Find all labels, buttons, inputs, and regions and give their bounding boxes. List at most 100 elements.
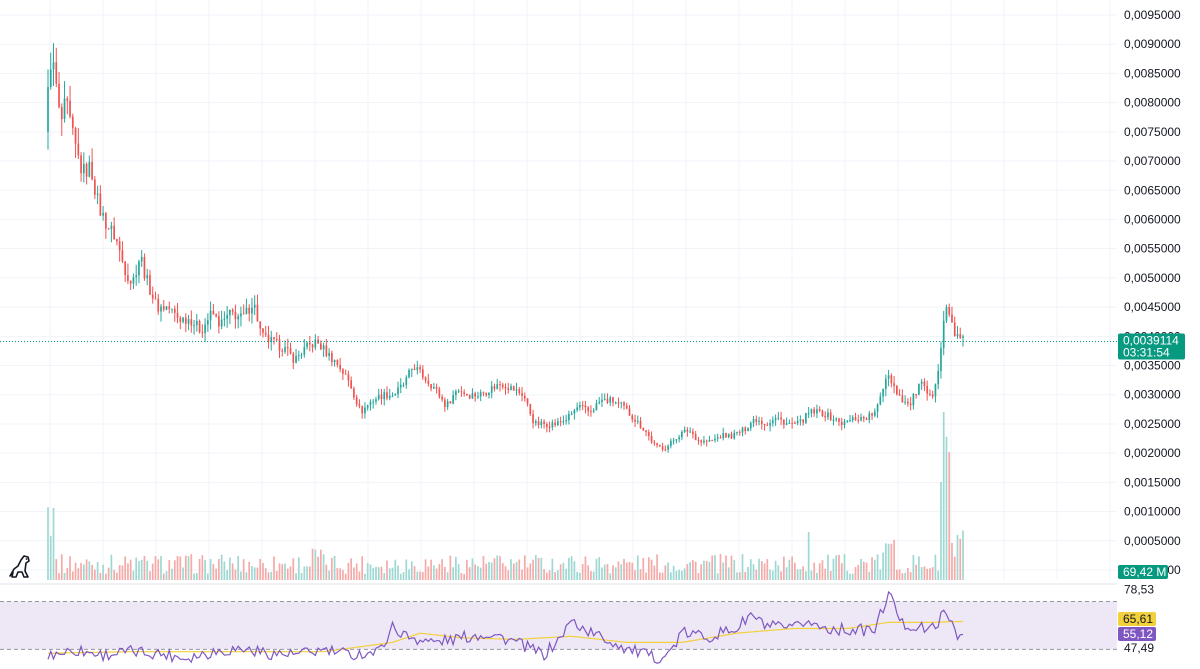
candle-body[interactable]: [413, 368, 416, 371]
candle-body[interactable]: [606, 398, 609, 403]
candle-body[interactable]: [375, 399, 377, 402]
candle-body[interactable]: [63, 98, 66, 119]
candle-body[interactable]: [650, 435, 653, 443]
candle-body[interactable]: [377, 394, 380, 400]
candle-body[interactable]: [840, 421, 843, 426]
candle-body[interactable]: [890, 375, 893, 384]
candle-body[interactable]: [358, 404, 361, 406]
candle-body[interactable]: [584, 405, 587, 408]
candle-body[interactable]: [504, 386, 507, 389]
candle-body[interactable]: [118, 241, 121, 251]
candle-body[interactable]: [129, 280, 132, 284]
candle-body[interactable]: [173, 308, 176, 313]
candle-body[interactable]: [127, 275, 129, 281]
candle-body[interactable]: [507, 388, 510, 390]
candle-body[interactable]: [366, 405, 369, 408]
candle-body[interactable]: [154, 298, 157, 300]
candle-body[interactable]: [193, 325, 195, 327]
candle-body[interactable]: [251, 307, 253, 314]
candle-body[interactable]: [760, 420, 763, 425]
candle-body[interactable]: [424, 377, 427, 381]
candle-body[interactable]: [962, 336, 964, 339]
candle-body[interactable]: [490, 386, 493, 393]
candle-body[interactable]: [719, 437, 722, 439]
candle-body[interactable]: [190, 319, 193, 326]
candle-body[interactable]: [140, 256, 143, 262]
candle-body[interactable]: [226, 315, 228, 319]
candle-body[interactable]: [311, 344, 314, 348]
candle-body[interactable]: [953, 322, 956, 337]
candle-body[interactable]: [769, 423, 771, 426]
candle-body[interactable]: [432, 387, 435, 389]
candle-body[interactable]: [143, 256, 146, 279]
candle-body[interactable]: [328, 352, 330, 357]
candle-body[interactable]: [664, 449, 667, 451]
candle-body[interactable]: [355, 397, 358, 405]
candle-body[interactable]: [653, 442, 656, 444]
candle-body[interactable]: [587, 407, 590, 412]
candle-body[interactable]: [135, 275, 138, 278]
candle-body[interactable]: [264, 332, 267, 335]
candle-body[interactable]: [697, 439, 700, 441]
candle-body[interactable]: [730, 433, 733, 439]
candle-body[interactable]: [813, 409, 816, 414]
candle-body[interactable]: [342, 369, 344, 374]
candle-body[interactable]: [99, 193, 102, 216]
candle-body[interactable]: [763, 424, 766, 426]
candle-body[interactable]: [862, 417, 865, 419]
candle-body[interactable]: [738, 432, 741, 434]
candle-body[interactable]: [617, 402, 620, 404]
candle-body[interactable]: [529, 403, 532, 415]
candle-body[interactable]: [945, 307, 948, 321]
candle-body[interactable]: [565, 420, 567, 422]
candle-body[interactable]: [339, 364, 341, 370]
candle-body[interactable]: [777, 417, 780, 419]
candle-body[interactable]: [168, 306, 171, 309]
candle-body[interactable]: [460, 391, 463, 393]
candle-body[interactable]: [879, 396, 882, 405]
candle-body[interactable]: [934, 384, 937, 397]
candle-body[interactable]: [645, 430, 647, 433]
candle-body[interactable]: [132, 277, 135, 284]
candle-body[interactable]: [344, 373, 347, 375]
candle-body[interactable]: [215, 314, 217, 317]
candle-body[interactable]: [683, 429, 686, 432]
candle-body[interactable]: [749, 422, 752, 429]
candle-body[interactable]: [824, 415, 827, 418]
candle-body[interactable]: [805, 413, 807, 423]
candle-body[interactable]: [47, 87, 49, 132]
candle-body[interactable]: [912, 393, 915, 406]
candle-body[interactable]: [581, 405, 584, 407]
candle-body[interactable]: [364, 407, 366, 414]
candle-body[interactable]: [752, 419, 755, 423]
candle-body[interactable]: [843, 421, 846, 426]
candle-body[interactable]: [248, 307, 251, 314]
candle-body[interactable]: [882, 388, 884, 397]
candle-body[interactable]: [388, 395, 391, 399]
candle-body[interactable]: [501, 384, 504, 387]
candle-body[interactable]: [865, 418, 868, 420]
candle-body[interactable]: [532, 414, 534, 424]
candle-body[interactable]: [278, 339, 281, 351]
candle-body[interactable]: [353, 388, 355, 398]
candle-body[interactable]: [372, 401, 375, 403]
candle-body[interactable]: [435, 387, 438, 389]
candle-body[interactable]: [832, 419, 835, 421]
candle-body[interactable]: [570, 413, 573, 415]
candle-body[interactable]: [493, 386, 496, 389]
candle-body[interactable]: [802, 419, 805, 423]
candle-body[interactable]: [705, 440, 708, 442]
candle-body[interactable]: [636, 420, 639, 422]
candle-body[interactable]: [716, 437, 719, 439]
candle-body[interactable]: [959, 334, 962, 339]
candle-body[interactable]: [783, 419, 785, 425]
candle-body[interactable]: [292, 353, 295, 363]
candle-body[interactable]: [60, 107, 63, 119]
candle-body[interactable]: [628, 408, 631, 416]
candle-body[interactable]: [430, 384, 432, 389]
candle-body[interactable]: [708, 440, 711, 442]
candle-body[interactable]: [468, 395, 471, 399]
candle-body[interactable]: [300, 354, 303, 356]
candle-body[interactable]: [259, 321, 262, 329]
